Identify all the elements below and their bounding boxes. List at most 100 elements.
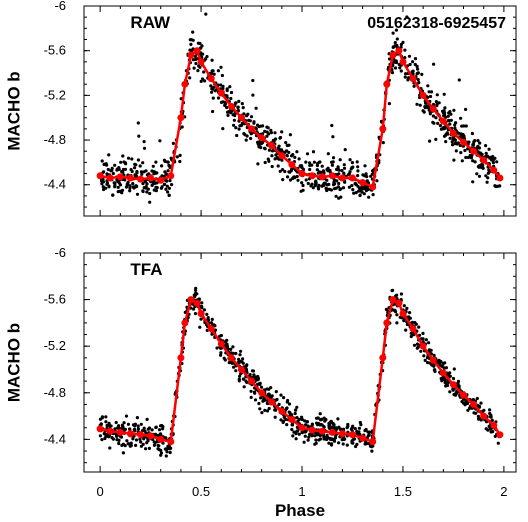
data-point	[136, 427, 140, 431]
data-point	[329, 188, 334, 192]
data-point	[434, 100, 438, 104]
data-point	[390, 71, 395, 75]
data-point	[436, 121, 440, 125]
data-point	[189, 42, 193, 47]
data-point	[295, 174, 299, 179]
data-point	[237, 357, 241, 361]
data-point	[133, 162, 137, 166]
fit-marker	[157, 435, 165, 443]
data-point	[266, 126, 270, 130]
data-point	[126, 180, 130, 184]
data-point	[244, 138, 248, 142]
data-point	[301, 188, 305, 192]
data-point	[404, 72, 408, 76]
data-point	[107, 435, 111, 439]
fit-marker	[238, 114, 245, 122]
data-point	[457, 78, 461, 82]
data-point	[472, 140, 476, 144]
data-point	[251, 93, 255, 97]
data-point	[391, 288, 395, 292]
data-point	[120, 423, 124, 427]
data-point	[287, 402, 292, 406]
data-point	[474, 411, 478, 415]
data-point	[141, 161, 145, 165]
data-point	[340, 169, 344, 173]
fit-marker	[197, 58, 205, 66]
data-point	[473, 160, 477, 164]
data-point	[265, 409, 270, 413]
data-point	[334, 426, 338, 430]
data-point	[310, 163, 314, 167]
data-point	[262, 397, 266, 401]
data-point	[130, 169, 134, 174]
data-point	[145, 182, 149, 186]
data-point	[464, 155, 468, 160]
fit-marker	[490, 166, 498, 174]
data-point	[216, 69, 220, 73]
data-point	[355, 442, 359, 446]
data-point	[304, 178, 308, 182]
data-point	[107, 421, 111, 425]
data-point	[107, 185, 111, 189]
data-point	[453, 142, 457, 146]
data-point	[286, 175, 290, 179]
data-point	[218, 334, 222, 338]
data-point	[171, 141, 175, 145]
data-point	[223, 100, 227, 104]
data-point	[394, 28, 398, 32]
data-point	[360, 187, 364, 191]
x-axis-label: Phase	[275, 501, 325, 520]
data-point	[111, 171, 115, 176]
data-point	[407, 54, 412, 58]
data-point	[392, 308, 396, 312]
data-point	[219, 65, 223, 69]
data-point	[231, 345, 235, 349]
x-tick-label: 2	[500, 484, 507, 499]
data-point	[343, 148, 347, 152]
data-point	[327, 441, 331, 445]
data-point	[232, 118, 236, 122]
data-point	[369, 174, 373, 178]
data-point	[310, 434, 314, 438]
data-point	[154, 160, 158, 164]
fit-marker	[359, 179, 367, 186]
data-point	[115, 434, 119, 438]
data-point	[310, 422, 314, 426]
fit-marker	[383, 319, 391, 327]
fit-marker	[181, 80, 189, 88]
fit-marker	[318, 427, 326, 435]
data-point	[464, 107, 468, 111]
data-point	[462, 134, 466, 138]
fit-marker	[429, 356, 437, 364]
data-point	[484, 174, 488, 178]
data-point	[351, 441, 355, 445]
data-point	[143, 180, 147, 184]
data-point	[387, 102, 391, 106]
data-point	[219, 351, 223, 355]
data-point	[359, 423, 363, 427]
data-point	[123, 178, 127, 182]
data-point	[167, 193, 171, 197]
data-point	[107, 153, 111, 157]
data-point	[331, 156, 336, 160]
data-point	[273, 415, 277, 419]
data-point	[405, 306, 409, 310]
data-point	[198, 41, 202, 46]
data-point	[204, 12, 208, 16]
data-point	[452, 393, 456, 397]
data-point	[424, 101, 428, 105]
data-point	[347, 185, 351, 189]
data-point	[491, 155, 495, 159]
data-point	[159, 451, 163, 455]
data-point	[422, 110, 426, 114]
data-point	[238, 374, 242, 378]
data-point	[315, 168, 319, 172]
data-point	[219, 353, 223, 357]
fit-marker	[470, 147, 478, 155]
data-point	[290, 423, 295, 427]
data-point	[402, 304, 406, 308]
data-point	[258, 382, 262, 386]
tfa-plot-frame	[83, 252, 517, 473]
data-point	[430, 363, 434, 367]
data-point	[366, 430, 370, 434]
